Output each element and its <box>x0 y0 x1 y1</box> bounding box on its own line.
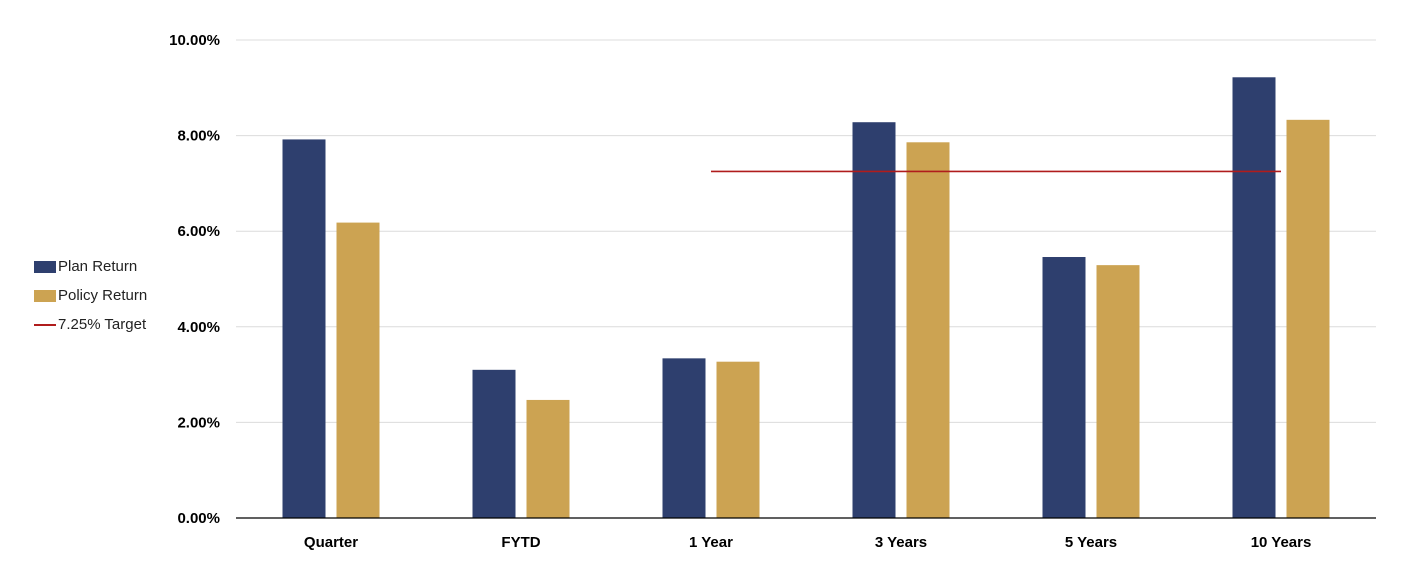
legend-label-target: 7.25% Target <box>58 316 147 333</box>
legend-label-policy-return: Policy Return <box>58 287 148 304</box>
legend-item-policy-return: Policy Return <box>34 281 147 310</box>
y-tick-label: 10.00% <box>169 32 220 49</box>
bar-plan-return <box>662 358 706 518</box>
bar-policy-return <box>1286 119 1330 519</box>
bar-policy-return <box>906 142 950 519</box>
x-tick-label: 5 Years <box>1065 534 1117 551</box>
bar-policy-return <box>716 361 760 518</box>
bar-plan-return <box>472 369 516 518</box>
y-tick-label: 2.00% <box>177 414 220 431</box>
x-tick-label: 1 Year <box>689 534 733 551</box>
y-tick-label: 0.00% <box>177 510 220 527</box>
bar-plan-return <box>852 122 896 518</box>
legend: Plan Return Policy Return 7.25% Target <box>34 252 147 339</box>
legend-swatch-target <box>34 323 56 326</box>
legend-swatch-plan-return <box>34 260 56 273</box>
x-tick-label: Quarter <box>304 534 358 551</box>
x-tick-label: 10 Years <box>1251 534 1312 551</box>
legend-label-plan-return: Plan Return <box>58 258 138 275</box>
y-tick-label: 4.00% <box>177 319 220 336</box>
bar-policy-return <box>526 399 570 518</box>
gridlines <box>236 39 1376 423</box>
bar-plan-return <box>1042 257 1086 518</box>
y-tick-label: 6.00% <box>177 223 220 240</box>
y-axis-tick-labels: 0.00% 2.00% 4.00% 6.00% 8.00% 10.00% <box>169 32 220 527</box>
bar-plan-return <box>1232 77 1276 518</box>
legend-item-target: 7.25% Target <box>34 310 147 339</box>
bar-policy-return <box>336 222 380 518</box>
x-tick-label: 3 Years <box>875 534 927 551</box>
bar-policy-return <box>1096 265 1140 518</box>
legend-item-plan-return: Plan Return <box>34 252 147 281</box>
x-tick-label: FYTD <box>501 534 540 551</box>
legend-swatch-policy-return <box>34 289 56 302</box>
x-axis-tick-labels: Quarter FYTD 1 Year 3 Years 5 Years 10 Years <box>304 534 1311 551</box>
bar-plan-return <box>282 139 326 518</box>
bars <box>282 77 1330 519</box>
y-tick-label: 8.00% <box>177 128 220 145</box>
